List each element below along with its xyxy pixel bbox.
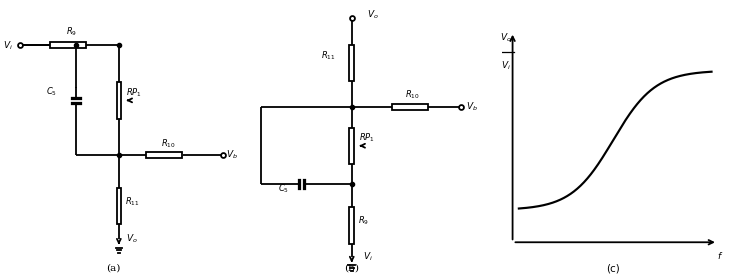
Bar — [117, 82, 121, 119]
Text: $f$: $f$ — [717, 250, 723, 261]
Text: $V_b$: $V_b$ — [465, 100, 477, 113]
Text: $C_5$: $C_5$ — [279, 183, 290, 195]
Text: $R_9$: $R_9$ — [66, 26, 77, 38]
Bar — [350, 45, 354, 81]
Bar — [147, 152, 183, 158]
Text: $R_{11}$: $R_{11}$ — [125, 195, 140, 208]
Text: $R_9$: $R_9$ — [358, 214, 369, 227]
Bar — [117, 188, 121, 224]
Text: $R_{11}$: $R_{11}$ — [321, 50, 336, 62]
Text: $V_o$: $V_o$ — [367, 8, 379, 21]
Text: $V_i$: $V_i$ — [2, 40, 12, 52]
Text: $RP_1$: $RP_1$ — [359, 132, 375, 144]
Text: $V_i$: $V_i$ — [501, 60, 511, 72]
Bar — [50, 42, 86, 48]
Text: (a): (a) — [106, 263, 121, 272]
Text: $C_5$: $C_5$ — [45, 85, 56, 98]
Bar — [392, 104, 428, 110]
Text: (c): (c) — [606, 263, 620, 273]
Bar — [350, 207, 354, 244]
Text: $RP_1$: $RP_1$ — [125, 87, 141, 99]
Text: $V_b$: $V_b$ — [226, 148, 238, 161]
Text: $R_{10}$: $R_{10}$ — [161, 138, 175, 150]
Text: (b): (b) — [345, 263, 359, 272]
Text: $V_o$: $V_o$ — [501, 32, 512, 45]
Text: $V_o$: $V_o$ — [126, 232, 139, 245]
Text: $V_i$: $V_i$ — [363, 250, 373, 263]
Text: $R_{10}$: $R_{10}$ — [405, 89, 420, 101]
Bar — [350, 128, 354, 164]
